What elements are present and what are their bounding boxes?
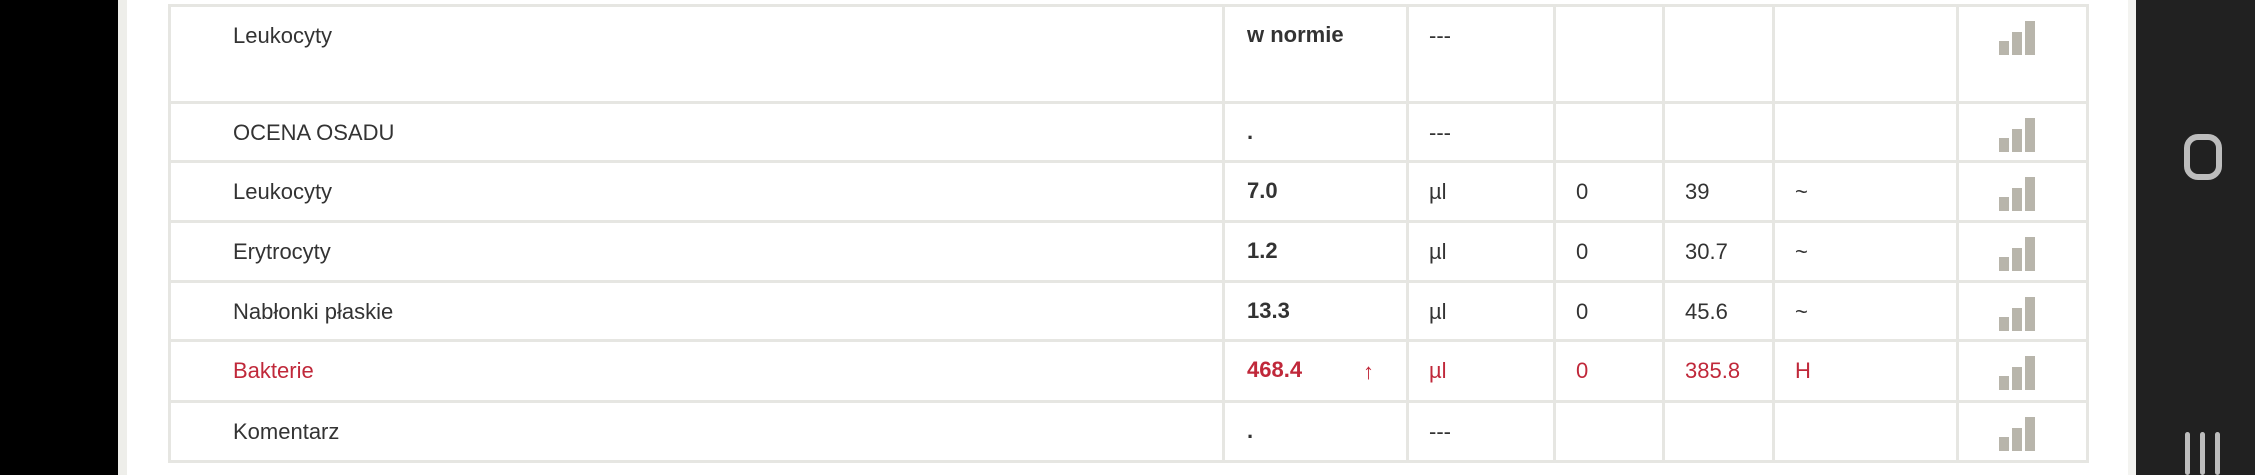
flag: H	[1772, 339, 1959, 403]
home-icon[interactable]	[2184, 134, 2222, 180]
test-name: Bakterie	[168, 339, 1225, 403]
unit: ---	[1406, 101, 1556, 163]
unit: µl	[1406, 339, 1556, 403]
range-min	[1553, 400, 1665, 463]
range-min	[1553, 101, 1665, 163]
bar-chart-icon[interactable]	[1999, 356, 2039, 390]
bar-chart-icon[interactable]	[1999, 177, 2039, 211]
system-navbar	[2136, 0, 2255, 475]
test-name: Erytrocyty	[168, 220, 1225, 283]
flag: ~	[1772, 280, 1959, 342]
range-min: 0	[1553, 339, 1665, 403]
card-border	[118, 0, 127, 475]
unit: µl	[1406, 220, 1556, 283]
chart-cell[interactable]	[1956, 400, 2089, 463]
chart-cell[interactable]	[1956, 160, 2089, 223]
table-row[interactable]: Leukocyty 7.0 µl 0 39 ~	[168, 160, 2089, 223]
recent-apps-icon[interactable]	[2185, 432, 2221, 475]
chart-cell[interactable]	[1956, 339, 2089, 403]
chart-cell[interactable]	[1956, 220, 2089, 283]
range-max: 385.8	[1662, 339, 1775, 403]
unit: µl	[1406, 280, 1556, 342]
flag: ~	[1772, 160, 1959, 223]
results-table: Leukocyty w normie --- OCENA OSADU. --- Leuko…	[168, 4, 2089, 463]
table-row[interactable]: Nabłonki płaskie 13.3 µl 0 45.6 ~	[168, 280, 2089, 342]
test-name: Nabłonki płaskie	[168, 280, 1225, 342]
bar-chart-icon[interactable]	[1999, 297, 2039, 331]
test-name: OCENA OSADU	[168, 101, 1225, 163]
flag	[1772, 400, 1959, 463]
unit: ---	[1406, 4, 1556, 104]
value-text: w normie	[1247, 22, 1344, 47]
table-row[interactable]: Erytrocyty 1.2 µl 0 30.7 ~	[168, 220, 2089, 283]
value-text: .	[1247, 418, 1254, 443]
result-value: w normie	[1222, 4, 1409, 104]
result-value: .	[1222, 400, 1409, 463]
unit: ---	[1406, 400, 1556, 463]
table-row[interactable]: Leukocyty w normie ---	[168, 4, 2089, 104]
range-min: 0	[1553, 220, 1665, 283]
result-value: .	[1222, 101, 1409, 163]
flag	[1772, 101, 1959, 163]
range-max: 45.6	[1662, 280, 1775, 342]
value-text: 468.4	[1247, 357, 1303, 382]
flag	[1772, 4, 1959, 104]
range-min	[1553, 4, 1665, 104]
test-name: Leukocyty	[168, 160, 1225, 223]
range-max	[1662, 400, 1775, 463]
chart-cell[interactable]	[1956, 280, 2089, 342]
range-max: 30.7	[1662, 220, 1775, 283]
value-text: 13.3	[1247, 298, 1290, 323]
flag: ~	[1772, 220, 1959, 283]
range-max: 39	[1662, 160, 1775, 223]
table-row[interactable]: Komentarz. ---	[168, 400, 2089, 463]
value-text: 7.0	[1247, 178, 1278, 203]
range-max	[1662, 4, 1775, 104]
range-max	[1662, 101, 1775, 163]
card-border-right	[2128, 0, 2136, 475]
bar-chart-icon[interactable]	[1999, 237, 2039, 271]
value-text: .	[1247, 119, 1254, 144]
result-value: 468.4 ↑	[1222, 339, 1409, 403]
result-value: 1.2	[1222, 220, 1409, 283]
arrow-up-icon: ↑	[1363, 359, 1374, 384]
result-value: 13.3	[1222, 280, 1409, 342]
test-name: Komentarz	[168, 400, 1225, 463]
bar-chart-icon[interactable]	[1999, 21, 2039, 55]
unit: µl	[1406, 160, 1556, 223]
bar-chart-icon[interactable]	[1999, 417, 2039, 451]
range-min: 0	[1553, 280, 1665, 342]
test-name: Leukocyty	[168, 4, 1225, 104]
table-row[interactable]: OCENA OSADU. ---	[168, 101, 2089, 163]
chart-cell[interactable]	[1956, 101, 2089, 163]
value-text: 1.2	[1247, 238, 1278, 263]
left-edge	[0, 0, 118, 475]
range-min: 0	[1553, 160, 1665, 223]
table-row[interactable]: Bakterie 468.4 ↑ µl 0 385.8 H	[168, 339, 2089, 403]
chart-cell[interactable]	[1956, 4, 2089, 104]
bar-chart-icon[interactable]	[1999, 118, 2039, 152]
result-value: 7.0	[1222, 160, 1409, 223]
